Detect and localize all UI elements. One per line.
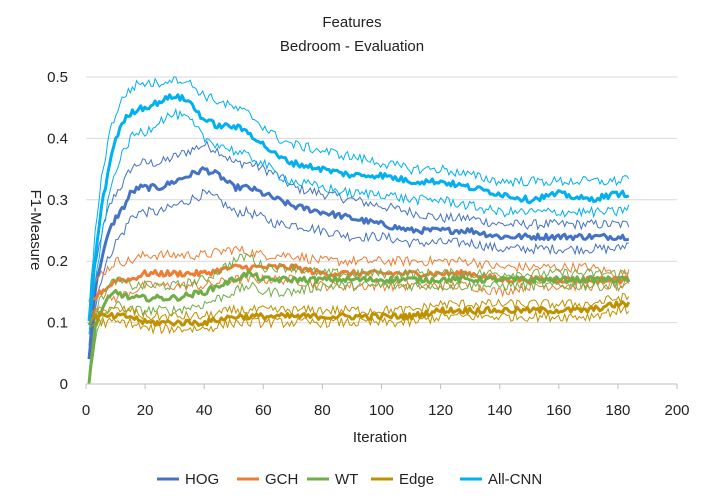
x-tick-label: 60 (255, 402, 272, 419)
legend-label: HOG (185, 471, 219, 488)
series-layer (87, 76, 631, 385)
y-tick-label: 0.3 (47, 192, 68, 209)
chart-subtitle: Bedroom - Evaluation (280, 38, 424, 55)
series-upper-line (88, 244, 630, 303)
series-wt (87, 253, 631, 385)
y-tick-label: 0.2 (47, 253, 68, 270)
legend-label: GCH (265, 471, 298, 488)
x-tick-label: 100 (369, 402, 394, 419)
legend-item: Edge (371, 471, 434, 488)
series-lower-line (88, 303, 630, 335)
legend-item: All-CNN (460, 471, 542, 488)
legend-item: WT (307, 471, 358, 488)
y-axis-label: F1-Measure (27, 190, 44, 271)
chart-title: Features (322, 14, 381, 31)
y-tick-label: 0.1 (47, 315, 68, 332)
x-tick-label: 0 (82, 402, 90, 419)
legend: HOG GCH WT Edge All-CNN (157, 471, 542, 488)
series-upper-line (88, 76, 630, 314)
series-mean-line (87, 300, 631, 327)
series-edge (87, 292, 631, 335)
tick-labels: 0 0.1 0.2 0.3 0.4 0.5 0 20 40 60 80 100 120 140 160 180… (47, 69, 689, 419)
series-mean-line (87, 166, 630, 360)
legend-label: Edge (399, 471, 434, 488)
grid-lines (86, 76, 677, 324)
y-tick-label: 0.4 (47, 130, 68, 147)
x-tick-label: 180 (605, 402, 630, 419)
legend-label: All-CNN (488, 471, 542, 488)
series-mean-line (87, 269, 631, 384)
series-lower-line (88, 188, 629, 376)
series-lower-line (88, 279, 630, 385)
x-tick-label: 80 (314, 402, 331, 419)
x-tick-label: 140 (487, 402, 512, 419)
x-axis-label: Iteration (353, 429, 407, 446)
series-lower-line (88, 107, 630, 335)
x-tick-label: 200 (664, 402, 689, 419)
series-all-cnn (87, 76, 630, 335)
x-tick-label: 120 (428, 402, 453, 419)
legend-item: HOG (157, 471, 219, 488)
x-tick-label: 160 (546, 402, 571, 419)
axes (85, 383, 678, 389)
y-tick-label: 0 (60, 376, 68, 393)
x-tick-label: 20 (137, 402, 154, 419)
legend-label: WT (335, 471, 358, 488)
series-upper-line (88, 292, 630, 323)
x-tick-label: 40 (196, 402, 213, 419)
series-hog (87, 139, 630, 376)
series-upper-line (88, 139, 630, 346)
series-mean-line (87, 93, 630, 322)
series-upper-line (88, 253, 629, 375)
legend-item: GCH (237, 471, 298, 488)
y-tick-label: 0.5 (47, 69, 68, 86)
